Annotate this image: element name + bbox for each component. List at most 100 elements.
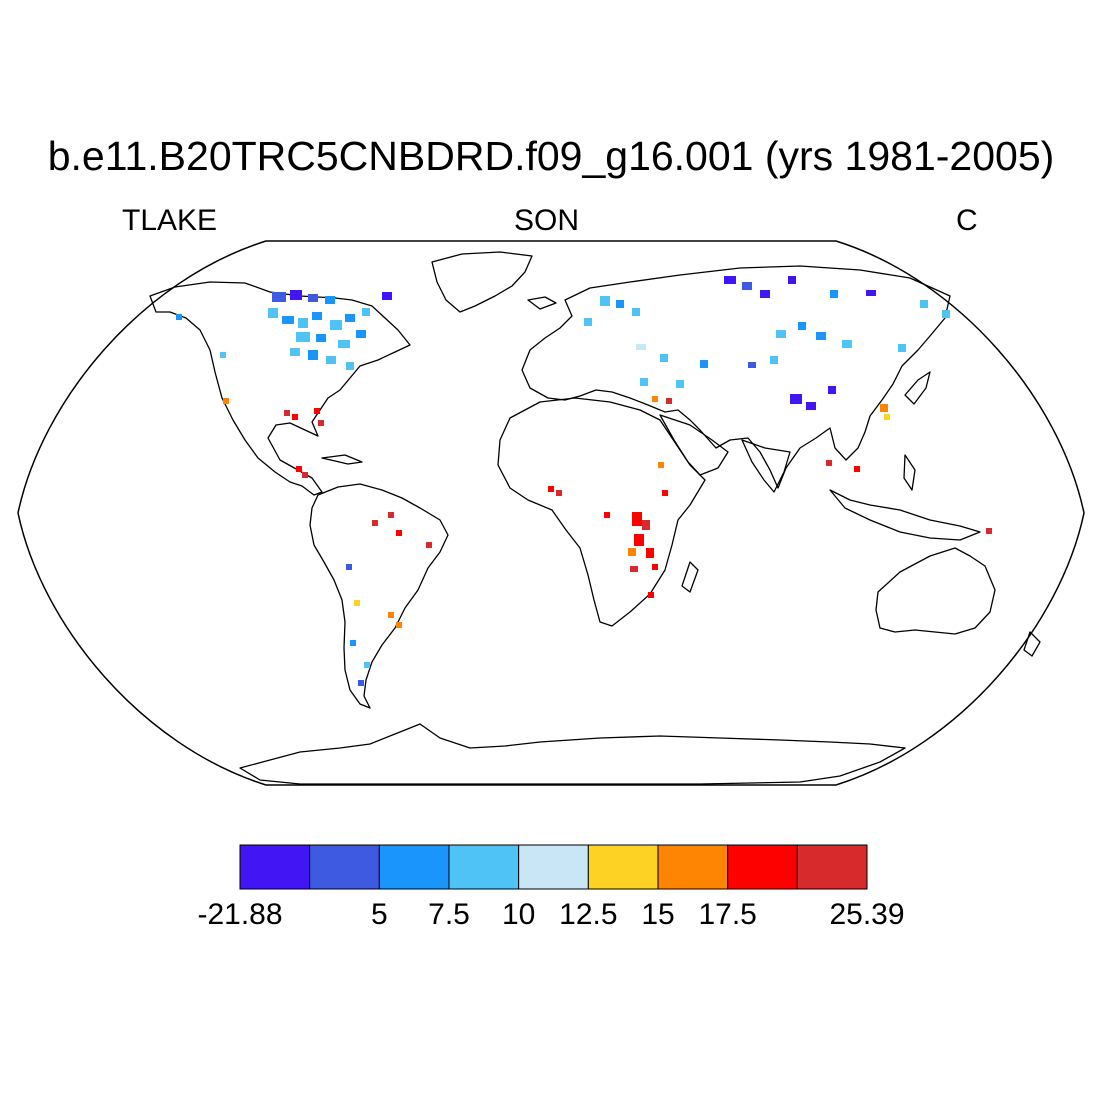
colorbar-box — [727, 844, 798, 890]
coast-south-america — [309, 483, 449, 709]
data-cell — [616, 300, 624, 308]
colorbar-box — [239, 844, 311, 890]
colorbar-tick-label: 12.5 — [559, 898, 618, 931]
units-label: C — [956, 204, 978, 237]
data-cell — [356, 330, 366, 338]
data-cell — [854, 466, 860, 472]
data-cell — [292, 414, 298, 420]
colorbar-tick-label: 5 — [370, 898, 388, 931]
data-cell — [314, 408, 320, 414]
data-cell — [354, 600, 360, 606]
data-cell — [880, 404, 888, 412]
data-cell — [296, 332, 310, 342]
data-cell — [346, 564, 352, 570]
data-cell — [326, 356, 336, 364]
data-cell — [358, 680, 364, 686]
data-cell — [396, 622, 402, 628]
colorbar-tick-label: 7.5 — [428, 898, 470, 931]
colorbar-tick-label: 10 — [501, 898, 536, 931]
data-cell — [636, 344, 646, 350]
data-cell — [748, 362, 756, 368]
colorbar-tick-label: 15 — [641, 898, 675, 931]
data-cell — [634, 534, 644, 546]
data-cell — [584, 318, 592, 326]
data-cell — [632, 512, 642, 526]
data-cell — [866, 290, 876, 296]
data-cell — [632, 308, 640, 316]
data-cell — [630, 566, 638, 572]
data-cell — [920, 300, 928, 308]
data-cell — [742, 282, 752, 290]
data-cell — [350, 640, 356, 646]
data-cell — [325, 296, 335, 304]
coast-madagascar — [681, 561, 699, 593]
data-cell — [652, 396, 658, 402]
data-cell — [372, 520, 378, 526]
coast-iceland — [527, 296, 557, 310]
data-cell — [648, 592, 654, 598]
data-cell — [176, 314, 182, 320]
colorbar-box — [309, 844, 380, 890]
data-cell — [986, 528, 992, 534]
colorbar-box — [518, 844, 589, 890]
data-cell — [884, 414, 890, 420]
data-cell — [826, 460, 832, 466]
data-cell — [828, 386, 836, 394]
data-cell — [700, 360, 708, 368]
data-cell — [642, 520, 650, 530]
colorbar — [239, 844, 868, 890]
data-cell — [660, 354, 668, 362]
data-cell — [842, 340, 852, 348]
data-cell — [223, 398, 229, 404]
data-cell — [382, 292, 392, 300]
data-cell — [388, 612, 394, 618]
colorbar-tick-label: 25.39 — [829, 898, 905, 931]
data-cell — [308, 294, 318, 302]
coast-philippines — [903, 454, 916, 491]
data-cell — [798, 322, 806, 330]
colorbar-box — [796, 844, 868, 890]
data-cell — [312, 312, 322, 320]
data-cell — [770, 356, 778, 364]
data-cell — [338, 340, 350, 348]
data-cell — [330, 320, 342, 330]
data-cell — [604, 512, 610, 518]
coastlines — [149, 251, 1041, 785]
data-cell — [298, 318, 308, 328]
data-cell — [806, 402, 816, 410]
coast-cuba — [321, 454, 363, 465]
data-cell — [662, 490, 668, 496]
data-cell — [426, 542, 432, 548]
data-cell — [388, 512, 394, 518]
plot-title: b.e11.B20TRC5CNBDRD.f09_g16.001 (yrs 198… — [47, 133, 1055, 179]
data-cell — [788, 276, 796, 284]
data-cell — [942, 310, 950, 318]
data-cell — [776, 330, 786, 338]
map-frame — [17, 240, 1085, 786]
data-cell — [302, 472, 308, 478]
data-cell — [898, 344, 906, 352]
data-cell — [284, 410, 290, 416]
data-cell — [652, 564, 658, 570]
data-cell — [658, 462, 664, 468]
data-cell — [396, 530, 402, 536]
season-label: SON — [514, 204, 580, 237]
data-cell — [296, 466, 302, 472]
data-cell — [282, 316, 294, 324]
data-cell — [345, 314, 355, 322]
data-cell — [724, 276, 736, 284]
data-cell — [290, 348, 300, 356]
data-cell — [220, 352, 226, 358]
coast-antarctica — [239, 723, 906, 785]
data-cell — [556, 490, 562, 496]
data-cell — [600, 296, 610, 306]
data-cell — [548, 486, 554, 492]
colorbar-tick-label: 17.5 — [698, 898, 757, 931]
data-cell — [640, 378, 648, 386]
data-cell — [760, 290, 770, 298]
variable-label: TLAKE — [122, 204, 218, 237]
data-cell — [666, 398, 672, 404]
data-cell — [676, 380, 684, 388]
data-cell — [790, 394, 802, 404]
data-cell — [830, 290, 838, 298]
